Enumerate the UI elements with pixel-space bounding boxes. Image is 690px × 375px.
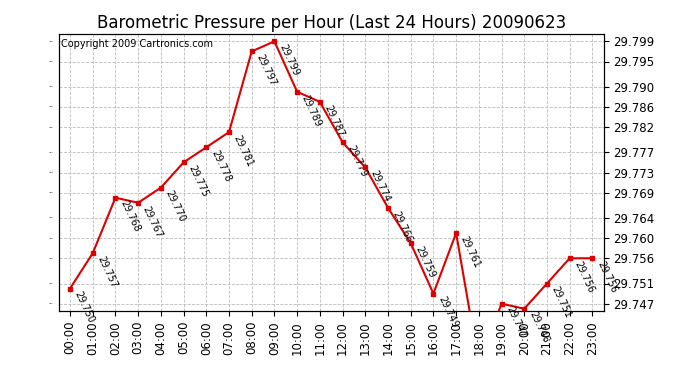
Text: 29.774: 29.774 (368, 169, 391, 204)
Text: 29.756: 29.756 (573, 260, 596, 295)
Text: 29.747: 29.747 (504, 305, 528, 340)
Text: 29.746: 29.746 (527, 310, 551, 345)
Text: 29.770: 29.770 (164, 189, 187, 224)
Text: 29.797: 29.797 (255, 53, 278, 88)
Text: 29.781: 29.781 (232, 134, 255, 168)
Text: 29.787: 29.787 (323, 103, 346, 138)
Text: 29.768: 29.768 (118, 199, 141, 234)
Text: 29.789: 29.789 (300, 93, 324, 128)
Text: 29.735: 29.735 (0, 374, 1, 375)
Text: 29.757: 29.757 (95, 255, 119, 290)
Title: Barometric Pressure per Hour (Last 24 Hours) 20090623: Barometric Pressure per Hour (Last 24 Ho… (97, 14, 566, 32)
Text: 29.756: 29.756 (595, 260, 619, 295)
Text: 29.751: 29.751 (550, 285, 573, 320)
Text: Copyright 2009 Cartronics.com: Copyright 2009 Cartronics.com (61, 39, 213, 49)
Text: 29.767: 29.767 (141, 204, 164, 239)
Text: 29.761: 29.761 (459, 234, 482, 269)
Text: 29.759: 29.759 (413, 244, 437, 280)
Text: 29.775: 29.775 (186, 164, 210, 199)
Text: 29.778: 29.778 (209, 148, 233, 184)
Text: 29.779: 29.779 (345, 144, 368, 178)
Text: 29.799: 29.799 (277, 43, 301, 78)
Text: 29.750: 29.750 (72, 290, 96, 325)
Text: 29.749: 29.749 (436, 295, 460, 330)
Text: 29.766: 29.766 (391, 209, 414, 244)
